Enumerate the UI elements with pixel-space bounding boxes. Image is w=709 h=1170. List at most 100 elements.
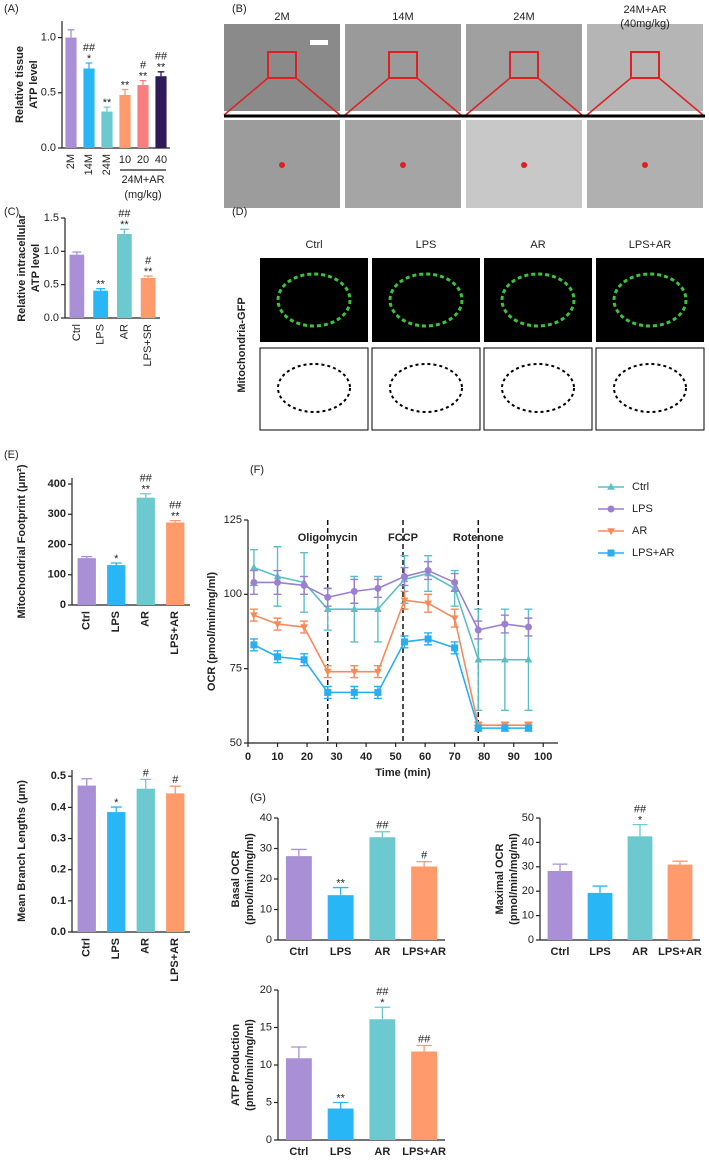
error-bar <box>416 1044 432 1052</box>
marker <box>323 668 332 676</box>
marker <box>450 615 459 623</box>
error-bar <box>81 555 93 559</box>
y-tick-label: 40 <box>522 836 534 848</box>
marker <box>501 620 509 628</box>
significance-star: ** <box>103 97 112 109</box>
zoom-lines <box>465 77 583 116</box>
mitochondria-network <box>388 272 464 328</box>
bar <box>285 1058 312 1140</box>
bar <box>587 892 613 940</box>
legend-label: LPS <box>632 503 653 515</box>
error-bar <box>139 79 147 86</box>
bar <box>93 290 108 318</box>
y-tick-label: 0.0 <box>41 142 56 154</box>
error-bar <box>121 88 129 95</box>
marker <box>607 549 615 557</box>
significance-hash: # <box>145 255 152 267</box>
skeleton-image <box>483 347 593 431</box>
x-tick-label: LPS+SR <box>142 324 154 367</box>
row-label: Mitochondria-GFP <box>236 297 248 392</box>
y-axis-label: (pmol/min/mg/ml) <box>508 833 520 925</box>
x-tick-label: 60 <box>419 751 431 763</box>
error-bar <box>291 848 307 857</box>
y-tick-label: 20 <box>522 885 534 897</box>
skeleton-network <box>501 363 575 413</box>
bar <box>69 254 85 318</box>
significance-hash: ## <box>169 500 182 512</box>
error-bar <box>143 275 153 278</box>
significance-star: ** <box>171 511 180 523</box>
significance-hash: ## <box>118 208 131 220</box>
x-tick-label: Ctrl <box>551 946 570 958</box>
error-bar <box>110 562 122 566</box>
marker <box>300 581 308 589</box>
bar <box>77 558 96 605</box>
bar <box>155 76 167 148</box>
x-tick-label: LPS <box>330 946 351 958</box>
bar <box>667 864 693 940</box>
significance-hash: ## <box>634 803 647 815</box>
significance-star: ** <box>139 71 148 83</box>
error-bar <box>592 885 608 893</box>
x-tick-label: LPS <box>589 946 610 958</box>
bar <box>119 94 131 148</box>
y-tick-label: 0.0 <box>51 926 66 938</box>
column-note: (40mg/kg) <box>620 18 670 30</box>
y-axis-label: ATP Production <box>230 1024 242 1106</box>
marker <box>274 653 282 661</box>
fluorescence-image <box>596 258 704 342</box>
error-bar <box>81 778 93 786</box>
bar <box>136 788 155 932</box>
error-bar <box>103 106 111 112</box>
panel-label: (E) <box>4 449 19 461</box>
x-tick-label: 50 <box>389 751 401 763</box>
x-tick-label: AR <box>140 611 152 627</box>
y-tick-label: 0.4 <box>51 801 67 813</box>
panel-label: (D) <box>232 206 247 218</box>
marker <box>524 623 532 631</box>
y-tick-label: 0 <box>266 934 272 946</box>
bar <box>166 522 185 605</box>
y-tick-label: 50 <box>522 812 534 824</box>
bar <box>547 870 573 940</box>
bar <box>369 837 396 940</box>
error-bar <box>110 806 122 813</box>
marker <box>250 641 258 649</box>
y-tick-label: 0.5 <box>41 87 56 99</box>
column-label: 2M <box>274 11 289 23</box>
y-tick-label: 30 <box>260 842 272 854</box>
arrow-marker <box>400 162 406 168</box>
significance-star: * <box>114 797 119 809</box>
skeleton-image <box>259 347 369 431</box>
y-tick-label: 75 <box>230 663 242 675</box>
x-tick-label: 40 <box>360 751 372 763</box>
marker <box>607 528 615 536</box>
marker <box>424 635 432 643</box>
skeleton-network <box>389 363 463 413</box>
series-line <box>253 566 529 661</box>
roi-box <box>388 51 418 79</box>
marker <box>451 578 459 586</box>
roi-box <box>267 51 297 79</box>
marker <box>424 600 432 608</box>
bar <box>137 85 149 148</box>
marker <box>524 724 532 732</box>
error-bar <box>632 823 648 837</box>
error-bar <box>96 288 106 291</box>
marker <box>274 578 282 586</box>
y-tick-label: 15 <box>260 1021 272 1033</box>
column-label: AR <box>530 239 545 251</box>
marker <box>350 605 359 612</box>
x-tick-label: 2M <box>65 154 77 169</box>
x-tick-label: LPS+AR <box>169 938 181 982</box>
series-line <box>253 638 529 729</box>
y-axis-label: Mean Branch Lengths (μm) <box>16 780 28 922</box>
x-tick-label: AR <box>374 946 390 958</box>
y-tick-label: 100 <box>48 569 66 581</box>
roi-box <box>630 51 660 79</box>
marker <box>374 584 382 592</box>
y-axis-label: ATP level <box>28 60 40 109</box>
mitochondria-network <box>276 272 352 328</box>
significance-star: * <box>114 553 119 565</box>
x-axis-label: Time (min) <box>375 767 431 779</box>
